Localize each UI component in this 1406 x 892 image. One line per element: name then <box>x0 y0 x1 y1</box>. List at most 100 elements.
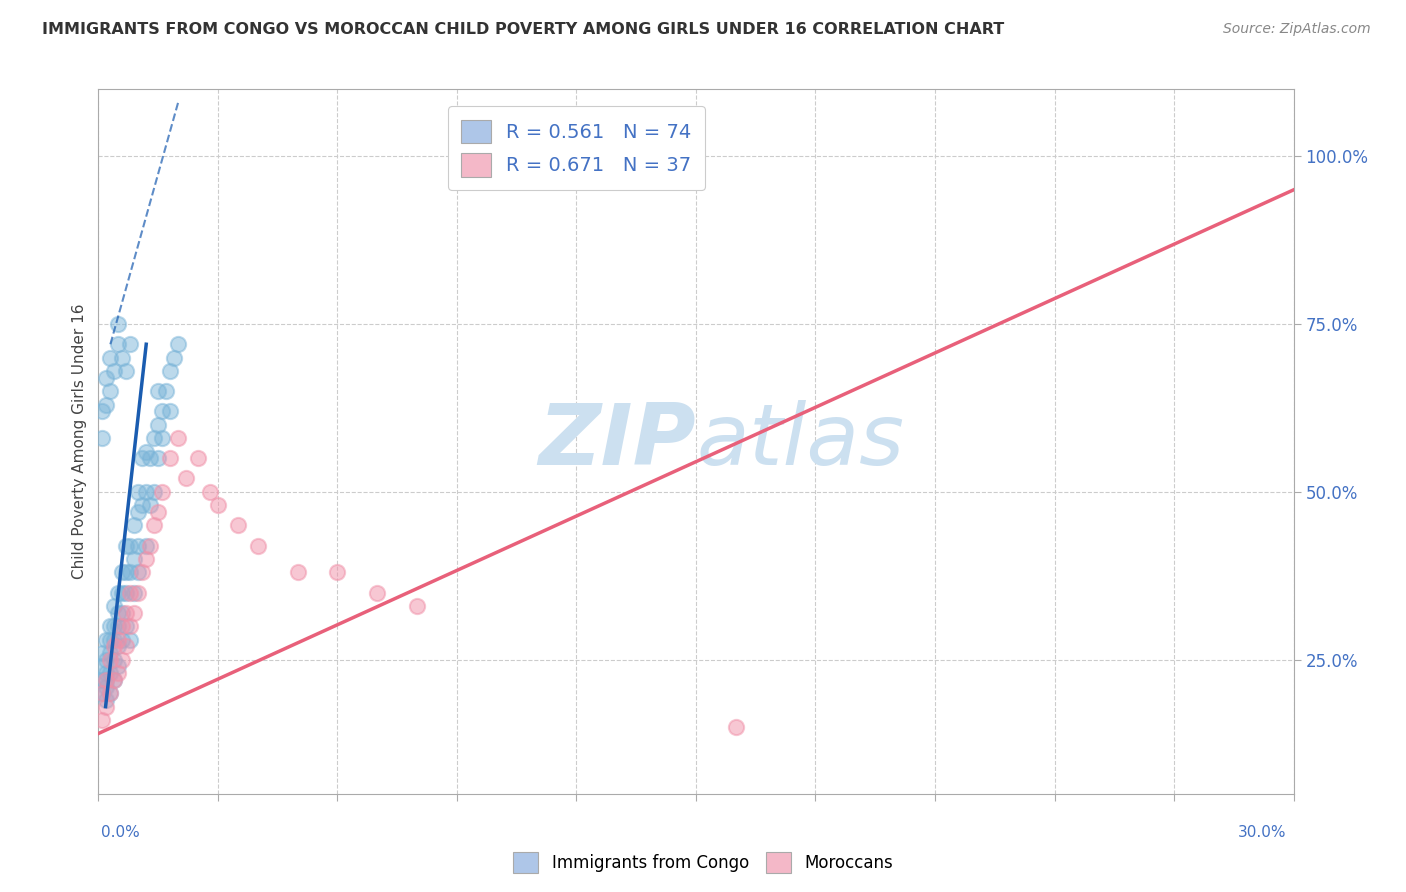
Point <box>98 686 122 700</box>
Point <box>96 680 118 694</box>
Point <box>98 351 122 365</box>
Point <box>111 619 134 633</box>
Point <box>724 720 747 734</box>
Point <box>96 653 118 667</box>
Point <box>107 337 129 351</box>
Text: ZIP: ZIP <box>538 400 696 483</box>
Point <box>91 659 114 673</box>
Point <box>174 471 197 485</box>
Point <box>155 384 177 399</box>
Point <box>107 666 129 681</box>
Point <box>96 666 118 681</box>
Point <box>131 451 153 466</box>
Point <box>120 566 142 580</box>
Point <box>115 585 138 599</box>
Text: atlas: atlas <box>696 400 904 483</box>
Point <box>159 451 181 466</box>
Point <box>124 585 146 599</box>
Point <box>111 585 134 599</box>
Point <box>135 552 157 566</box>
Point <box>127 566 149 580</box>
Point <box>207 498 229 512</box>
Point <box>96 371 118 385</box>
Point <box>91 646 114 660</box>
Point <box>103 673 125 687</box>
Point <box>111 632 134 647</box>
Point <box>127 539 149 553</box>
Point <box>139 539 162 553</box>
Point <box>103 599 125 613</box>
Point <box>107 639 129 653</box>
Point <box>366 585 388 599</box>
Point <box>120 585 142 599</box>
Point <box>127 484 149 499</box>
Point <box>406 599 429 613</box>
Point <box>226 518 249 533</box>
Point <box>107 585 129 599</box>
Point <box>143 484 166 499</box>
Text: 0.0%: 0.0% <box>101 825 141 840</box>
Point <box>91 673 114 687</box>
Point <box>98 646 122 660</box>
Legend: R = 0.561   N = 74, R = 0.671   N = 37: R = 0.561 N = 74, R = 0.671 N = 37 <box>449 106 704 190</box>
Point <box>148 451 170 466</box>
Point <box>167 337 190 351</box>
Legend: Immigrants from Congo, Moroccans: Immigrants from Congo, Moroccans <box>506 846 900 880</box>
Point <box>103 673 125 687</box>
Point <box>107 317 129 331</box>
Point <box>115 639 138 653</box>
Point <box>96 673 118 687</box>
Point <box>124 606 146 620</box>
Point <box>96 699 118 714</box>
Point <box>139 498 162 512</box>
Point <box>131 498 153 512</box>
Point <box>111 351 134 365</box>
Point <box>111 653 134 667</box>
Point <box>115 619 138 633</box>
Point <box>150 484 173 499</box>
Point <box>115 606 138 620</box>
Point <box>198 484 221 499</box>
Point <box>103 653 125 667</box>
Point <box>107 632 129 647</box>
Point <box>98 686 122 700</box>
Point <box>148 505 170 519</box>
Point <box>91 713 114 727</box>
Point <box>120 539 142 553</box>
Point <box>150 431 173 445</box>
Point <box>111 606 134 620</box>
Point <box>115 566 138 580</box>
Point <box>98 653 122 667</box>
Point <box>124 552 146 566</box>
Point <box>103 639 125 653</box>
Point <box>120 632 142 647</box>
Point <box>111 566 134 580</box>
Point <box>98 384 122 399</box>
Point <box>135 444 157 458</box>
Point <box>98 666 122 681</box>
Point <box>326 566 349 580</box>
Text: 30.0%: 30.0% <box>1239 825 1286 840</box>
Point <box>135 484 157 499</box>
Text: Source: ZipAtlas.com: Source: ZipAtlas.com <box>1223 22 1371 37</box>
Point <box>96 398 118 412</box>
Point <box>115 539 138 553</box>
Point <box>98 632 122 647</box>
Point <box>148 417 170 432</box>
Point <box>98 619 122 633</box>
Point <box>124 518 146 533</box>
Point <box>120 337 142 351</box>
Point <box>115 364 138 378</box>
Point <box>287 566 309 580</box>
Point <box>246 539 269 553</box>
Point <box>107 659 129 673</box>
Point <box>167 431 190 445</box>
Point <box>187 451 209 466</box>
Point <box>148 384 170 399</box>
Point <box>96 673 118 687</box>
Point <box>120 619 142 633</box>
Point <box>96 693 118 707</box>
Point <box>127 505 149 519</box>
Point <box>143 431 166 445</box>
Point <box>91 404 114 418</box>
